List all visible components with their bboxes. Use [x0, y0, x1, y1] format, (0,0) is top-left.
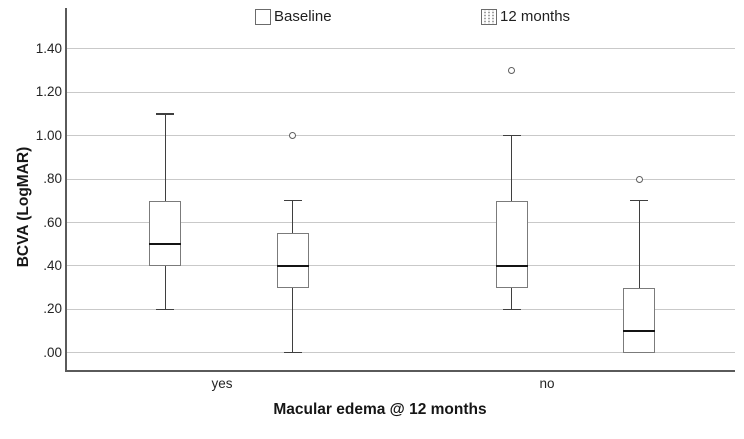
whisker-upper-12-months-yes: [292, 200, 293, 234]
gridline-.00: [67, 352, 735, 354]
y-tick-label: 1.20: [35, 84, 62, 100]
whisker-cap-upper-baseline-yes: [156, 113, 174, 115]
y-tick-label: 1.00: [35, 127, 62, 143]
baseline-swatch-icon: [255, 9, 271, 25]
legend-label: Baseline: [274, 8, 332, 25]
y-axis-title: BCVA (LogMAR): [15, 146, 32, 268]
legend-item-baseline: Baseline: [255, 8, 332, 26]
y-tick-label: .00: [43, 344, 62, 360]
outlier-baseline-no: [508, 67, 515, 75]
y-axis-line: [65, 8, 67, 372]
legend-label: 12 months: [500, 8, 571, 25]
y-tick-label: .60: [43, 214, 62, 230]
box-12-months-no: [623, 287, 655, 353]
whisker-upper-12-months-no: [638, 200, 640, 288]
box-baseline-yes: [149, 200, 181, 266]
outlier-12-months-no: [635, 175, 643, 183]
gridline-1.20: [67, 91, 735, 93]
x-axis-title: Macular edema @ 12 months: [273, 401, 487, 418]
whisker-cap-lower-baseline-no: [502, 308, 521, 310]
x-axis-line: [65, 370, 735, 372]
outlier-12-months-yes: [289, 132, 296, 140]
y-tick-label: 1.40: [35, 40, 62, 56]
x-category-label-no: no: [539, 376, 555, 391]
y-tick-label: .20: [43, 301, 62, 317]
gridline-1.00: [67, 135, 735, 137]
gridline-1.40: [67, 48, 735, 50]
gridline-.40: [67, 265, 735, 267]
box-12-months-yes: [276, 233, 309, 288]
whisker-cap-lower-baseline-yes: [156, 308, 174, 310]
gridline-.80: [67, 178, 735, 180]
whisker-upper-baseline-no: [511, 135, 512, 201]
whisker-cap-upper-baseline-no: [502, 135, 521, 137]
whisker-cap-lower-12-months-yes: [283, 352, 302, 354]
whisker-cap-upper-12-months-yes: [283, 200, 302, 202]
whisker-lower-baseline-yes: [164, 265, 166, 310]
median-12-months-yes: [276, 264, 309, 268]
whisker-cap-upper-12-months-no: [630, 200, 648, 202]
median-baseline-yes: [149, 242, 181, 246]
y-tick-label: .40: [43, 257, 62, 273]
gridline-.20: [67, 308, 735, 310]
whisker-lower-baseline-no: [511, 287, 512, 310]
whisker-upper-baseline-yes: [164, 114, 166, 201]
whisker-lower-12-months-yes: [292, 287, 293, 353]
gridline-.60: [67, 222, 735, 224]
median-12-months-no: [623, 329, 655, 333]
median-baseline-no: [495, 264, 528, 268]
legend-item-12-months: 12 months: [481, 8, 570, 26]
box-baseline-no: [495, 200, 528, 288]
y-tick-label: .80: [43, 171, 62, 187]
12-months-swatch-icon: [481, 9, 497, 25]
x-category-label-yes: yes: [211, 376, 233, 391]
